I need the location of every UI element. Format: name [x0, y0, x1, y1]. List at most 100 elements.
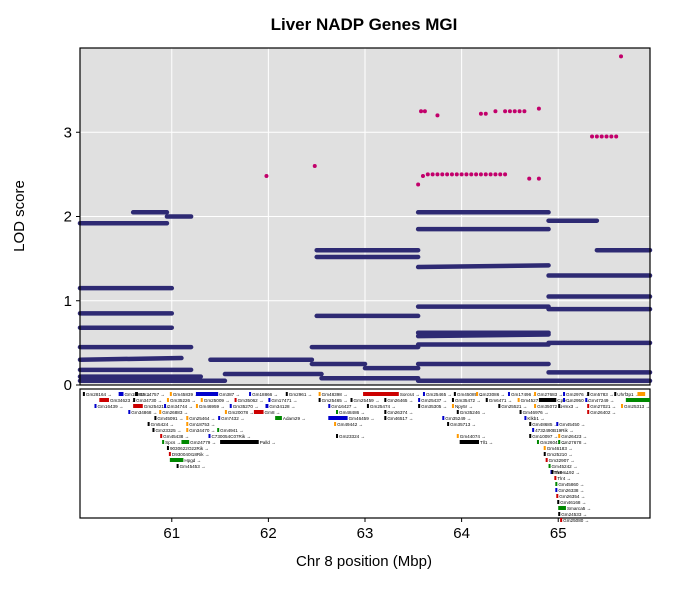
gene-label: Smarca5 → — [567, 506, 591, 511]
gene-label: Gm16427 → — [331, 404, 357, 409]
gene-label: Gm34470 → — [189, 428, 215, 433]
lod-high-point — [614, 134, 619, 139]
gene-label: Palld → — [260, 440, 276, 445]
gene-feature — [133, 398, 136, 402]
gene-label: Gm20078 → — [228, 410, 254, 415]
gene-label: Gm26374 → — [387, 410, 413, 415]
y-ticks: 0 1 2 3 — [64, 124, 80, 394]
gene-feature — [459, 440, 479, 444]
x-tick-label: 65 — [550, 525, 567, 542]
lod-high-point — [507, 109, 512, 114]
lod-high-point — [430, 172, 435, 177]
lod-high-point — [483, 172, 488, 177]
y-tick-label: 2 — [64, 209, 72, 226]
gene-feature — [160, 434, 163, 438]
gene-feature — [451, 398, 454, 402]
gene-label: Gm17496 → — [511, 392, 537, 397]
lod-high-point — [478, 111, 483, 116]
gene-feature — [447, 422, 450, 426]
x-ticks: 61 62 63 64 65 — [163, 518, 567, 542]
gene-label: Gm34623 → — [110, 398, 136, 403]
gene-feature — [166, 398, 169, 402]
gene-feature — [318, 398, 321, 402]
gene-track: Gm28164 → Gm18283 →Gm34757 → Gm45839 → Gm38… — [82, 392, 650, 523]
gene-label: Spcs → — [165, 440, 181, 445]
gene-label: Gm45860 → — [558, 482, 584, 487]
lod-high-point — [420, 174, 425, 179]
x-axis-label: Chr 8 position (Mbp) — [296, 553, 432, 570]
gene-feature — [548, 464, 551, 468]
gene-feature — [133, 404, 143, 408]
gene-feature — [268, 398, 271, 402]
gene-label: Sorcs4 → — [400, 392, 420, 397]
gene-feature — [249, 392, 252, 396]
gene-feature — [186, 416, 189, 420]
lod-high-point — [425, 172, 430, 177]
gene-label: Gm25210 → — [547, 452, 573, 457]
gene-feature — [186, 422, 189, 426]
gene-feature — [587, 392, 590, 396]
gene-feature — [614, 392, 617, 396]
gene-label: Gm4941 → — [220, 428, 244, 433]
gene-feature — [169, 392, 172, 396]
gene-label: Gm35472 → — [455, 398, 481, 403]
gene-feature — [200, 398, 203, 402]
gene-feature — [384, 398, 387, 402]
gene-label: Gm5424 → — [151, 422, 175, 427]
lod-high-point — [264, 174, 269, 179]
gene-panel-background — [79, 388, 651, 519]
lod-high-point — [604, 134, 609, 139]
gene-feature — [625, 398, 650, 402]
gene-label: Gm25465 → — [322, 398, 348, 403]
gene-label: Gm46517 → — [387, 416, 413, 421]
gene-label: Gm46168 → — [560, 500, 586, 505]
gene-feature — [285, 392, 288, 396]
gene-feature — [637, 392, 646, 396]
gene-label: D930040I18Rik → — [172, 452, 210, 457]
lod-high-point — [609, 134, 614, 139]
lod-high-point — [469, 172, 474, 177]
gene-feature — [195, 392, 219, 396]
gene-feature — [366, 404, 369, 408]
gene-feature — [234, 398, 237, 402]
gene-label: Gm25459 → — [354, 398, 380, 403]
gene-feature — [558, 512, 561, 516]
gene-feature — [159, 410, 162, 414]
lod-high-point — [590, 134, 595, 139]
gene-label: Gm32907 → — [549, 458, 575, 463]
lod-band-24 — [415, 263, 551, 270]
gene-feature — [164, 404, 167, 408]
lod-high-point — [503, 172, 508, 177]
gene-label: Gm26423 → — [561, 434, 587, 439]
gene-label: Gm35270 → — [233, 404, 259, 409]
lod-high-point — [517, 109, 522, 114]
gene-label: Gm45089 → — [457, 392, 483, 397]
gene-label: Gm6471 → — [489, 398, 512, 403]
gene-label: Gm35713 → — [450, 422, 476, 427]
gene-label: Gm34868 → — [131, 410, 157, 415]
gene-label: Gm35246 → — [460, 410, 486, 415]
gene-label: Gm5783 → — [590, 392, 614, 397]
gene-label: Gm45453 → — [180, 464, 206, 469]
gene-label: Gm26354 → — [559, 494, 585, 499]
gene-label: Gm23086 → — [479, 392, 505, 397]
gene-feature — [350, 398, 353, 402]
gene-label: Gm18753 → — [189, 422, 215, 427]
gene-feature — [94, 404, 97, 408]
gene-label: 4732490B19Rik → — [535, 428, 574, 433]
gene-feature — [265, 404, 269, 408]
gene-feature — [128, 410, 131, 414]
gene-feature — [534, 404, 537, 408]
gene-label: Gm35226 → — [170, 398, 196, 403]
gene-label: Npy5r → — [455, 404, 473, 409]
gene-label: Gm25313 → — [624, 404, 650, 409]
gene-feature — [147, 422, 150, 426]
gene-feature — [507, 392, 510, 396]
gene-label: Gm23324 → — [339, 434, 365, 439]
lod-high-point — [536, 176, 541, 181]
gene-feature — [555, 488, 558, 492]
gene-label: Gm24779 → — [190, 440, 216, 445]
lod-high-point — [464, 172, 469, 177]
gene-feature — [621, 404, 624, 408]
lod-high-point — [459, 172, 464, 177]
